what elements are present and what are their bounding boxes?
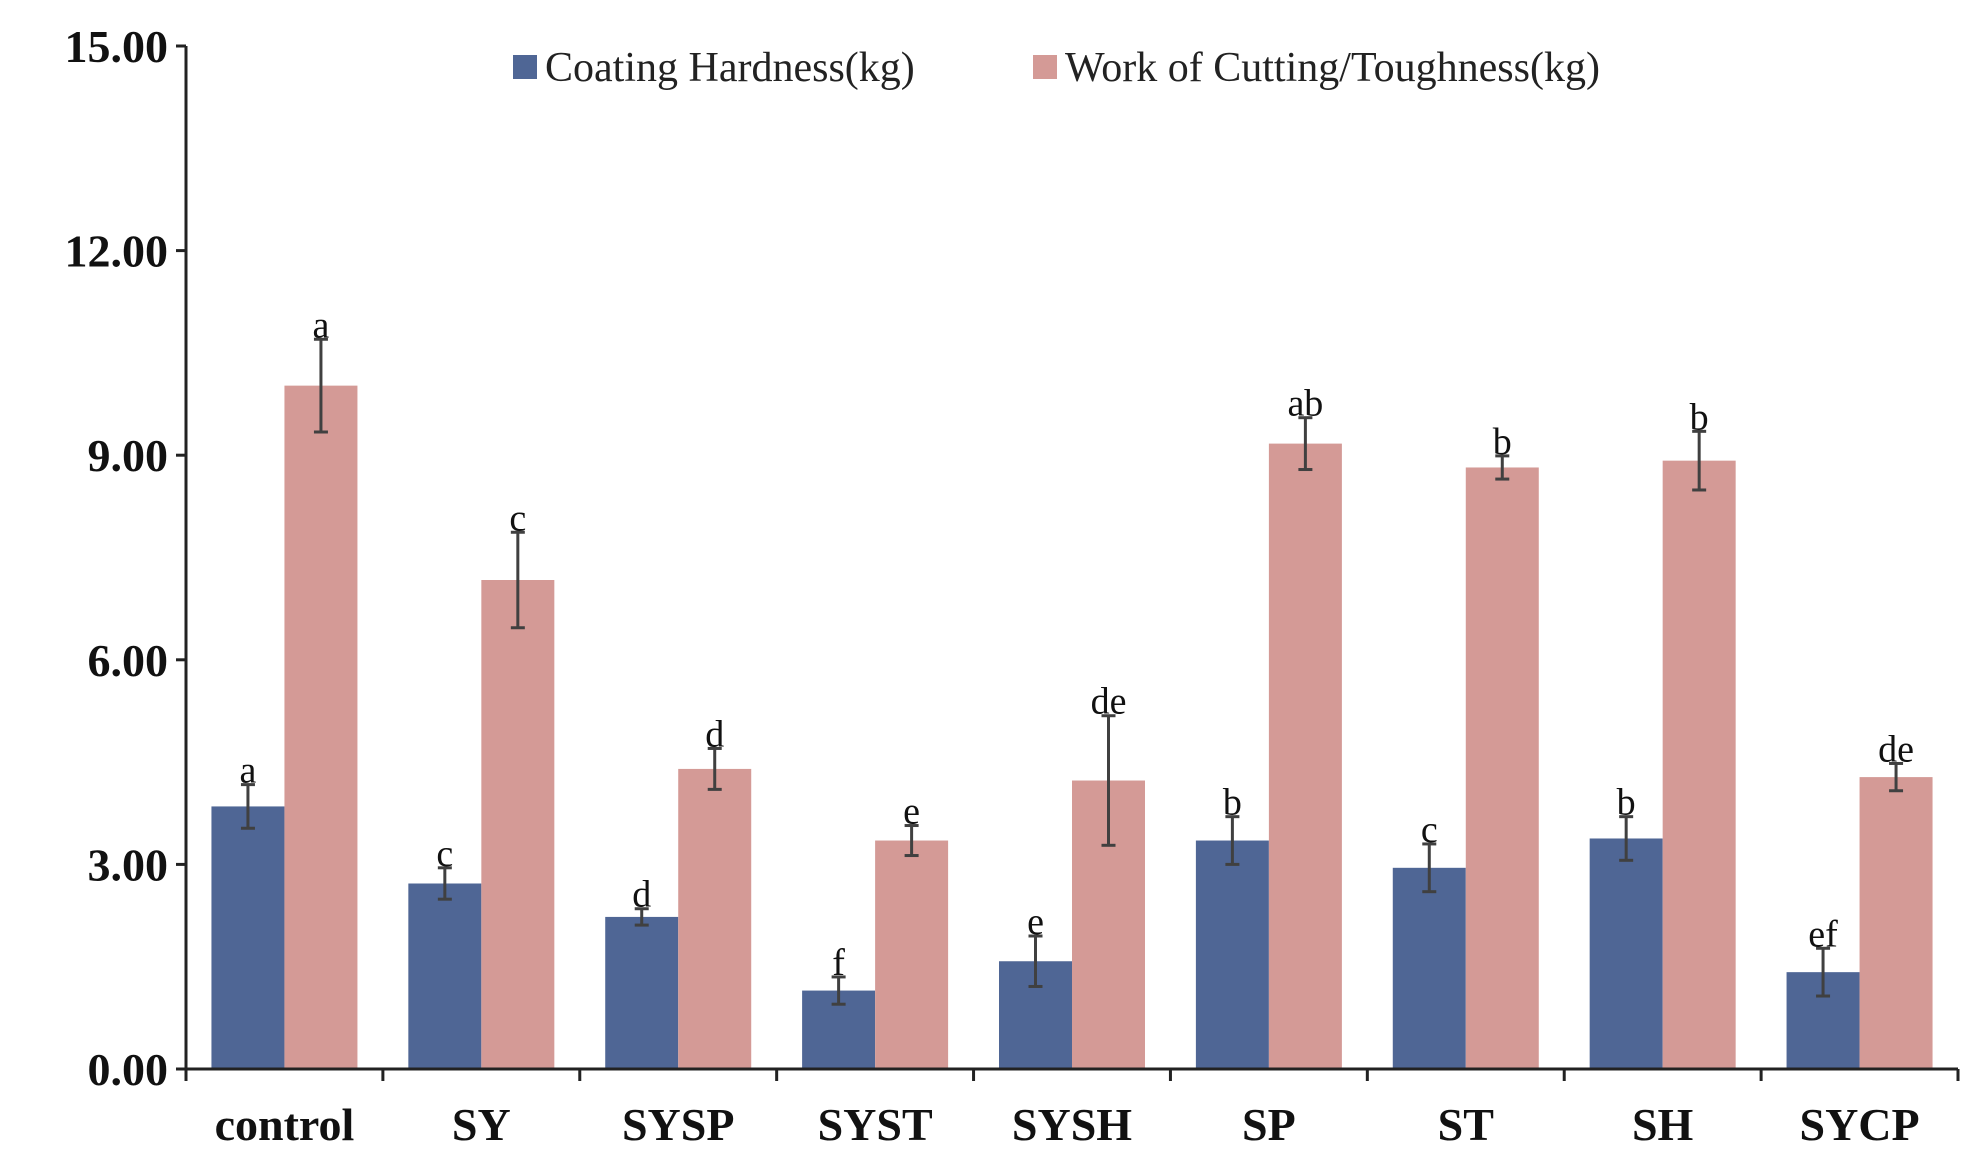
significance-label: ab — [1287, 383, 1323, 425]
significance-label: d — [632, 874, 651, 916]
significance-label: a — [240, 750, 257, 792]
significance-label: c — [1421, 809, 1438, 851]
axes-layer — [184, 46, 1958, 1071]
bar-coating-hardness — [211, 806, 285, 1069]
x-tick-label: control — [215, 1099, 355, 1150]
significance-label: a — [313, 304, 330, 346]
x-tick-label: SYSH — [1012, 1099, 1132, 1150]
bar-work-of-cutting — [1465, 467, 1539, 1069]
significance-label: b — [1617, 782, 1636, 824]
x-tick-label: SP — [1242, 1099, 1296, 1150]
bar-work-of-cutting — [1859, 777, 1933, 1069]
legend: Coating Hardness(kg) Work of Cutting/Toug… — [513, 45, 1600, 91]
bar-work-of-cutting — [1268, 443, 1342, 1070]
y-tick-label: 0.00 — [88, 1044, 169, 1095]
significance-label: d — [705, 713, 724, 755]
significance-label: e — [903, 791, 920, 833]
y-tick-label: 3.00 — [88, 839, 169, 890]
y-tick-label: 12.00 — [65, 226, 169, 277]
y-tick-label: 15.00 — [65, 21, 169, 72]
bar-coating-hardness — [1392, 867, 1466, 1069]
x-tick-label: SY — [452, 1099, 511, 1150]
x-ticks-layer: control SY SYSP SYST SYSH SP ST SH SYCP — [184, 1069, 1960, 1150]
bar-coating-hardness — [1195, 840, 1269, 1069]
error-bars-layer — [240, 337, 1904, 1006]
significance-label: de — [1091, 681, 1127, 723]
bar-coating-hardness — [408, 883, 482, 1069]
bar-work-of-cutting — [875, 840, 949, 1069]
bar-work-of-cutting — [678, 768, 752, 1069]
significance-label: c — [509, 497, 526, 539]
x-tick-label: ST — [1438, 1099, 1494, 1150]
bar-coating-hardness — [605, 916, 679, 1069]
significance-label: de — [1878, 728, 1914, 770]
x-tick-label: SYCP — [1799, 1099, 1919, 1150]
legend-label: Work of Cutting/Toughness(kg) — [1065, 45, 1600, 91]
legend-swatch — [513, 55, 537, 79]
bar-work-of-cutting — [1662, 460, 1736, 1069]
y-tick-label: 9.00 — [88, 430, 169, 481]
significance-label: b — [1690, 396, 1709, 438]
bar-work-of-cutting — [284, 385, 358, 1069]
x-tick-label: SH — [1632, 1099, 1694, 1150]
significance-label: ef — [1808, 913, 1838, 955]
bar-coating-hardness — [1589, 838, 1663, 1069]
significance-label: e — [1027, 901, 1044, 943]
legend-label: Coating Hardness(kg) — [545, 45, 915, 91]
significance-label: c — [436, 833, 453, 875]
bar-work-of-cutting — [481, 580, 555, 1069]
bars-layer — [211, 385, 1933, 1070]
significance-label: f — [832, 942, 845, 984]
significance-label: b — [1493, 421, 1512, 463]
significance-label: b — [1223, 782, 1242, 824]
y-tick-label: 6.00 — [88, 635, 169, 686]
legend-swatch — [1033, 55, 1057, 79]
x-tick-label: SYST — [818, 1099, 933, 1150]
x-tick-label: SYSP — [622, 1099, 734, 1150]
y-ticks-layer: 0.00 3.00 6.00 9.00 12.00 15.00 — [65, 21, 186, 1095]
